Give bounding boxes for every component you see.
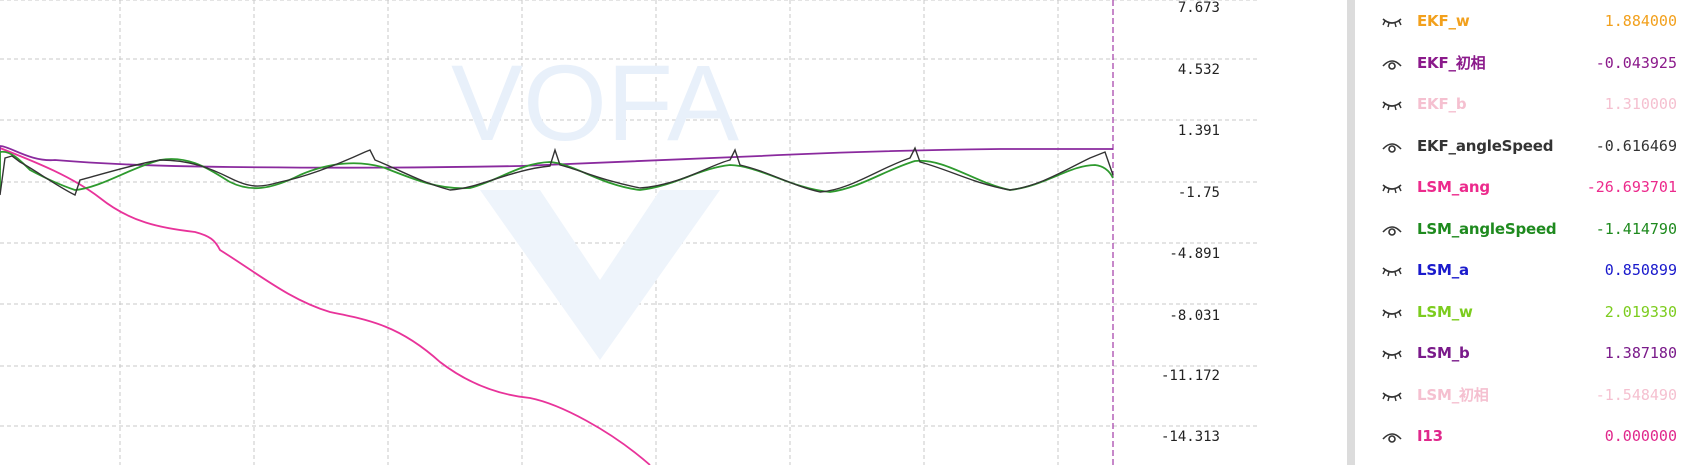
trace-ekf-angle-speed — [0, 146, 1114, 196]
y-tick-label: 7.673 — [1178, 0, 1220, 16]
channel-value: -1.414790 — [1595, 219, 1677, 238]
y-tick-label: -11.172 — [1161, 368, 1220, 384]
trace-i13 — [0, 147, 651, 466]
eye-closed-icon[interactable] — [1381, 95, 1403, 113]
channel-row[interactable]: LSM_w 2.019330 — [1355, 293, 1697, 331]
channel-row[interactable]: EKF_w 1.884000 — [1355, 2, 1697, 40]
channel-row[interactable]: LSM_angleSpeed -1.414790 — [1355, 210, 1697, 248]
y-tick-label: -8.031 — [1169, 308, 1220, 324]
eye-open-icon[interactable] — [1381, 220, 1403, 238]
trace-ekf-initial-phase — [0, 145, 1113, 170]
channel-row[interactable]: EKF_b 1.310000 — [1355, 85, 1697, 123]
watermark-logo — [480, 190, 720, 360]
y-axis-ticks: 7.673 4.532 1.391 -1.75 -4.891 -8.031 -11.172 -… — [1161, 0, 1220, 445]
channel-value: 0.000000 — [1604, 427, 1677, 445]
y-tick-label: -14.313 — [1161, 429, 1220, 445]
channel-name: LSM_a — [1417, 261, 1469, 279]
channel-row[interactable]: I13 0.000000 — [1355, 417, 1697, 455]
channel-name: LSM_ang — [1417, 178, 1490, 196]
channel-name: LSM_w — [1417, 302, 1473, 321]
eye-closed-icon[interactable] — [1381, 386, 1403, 404]
channel-name: LSM_b — [1417, 344, 1470, 362]
channel-row[interactable]: LSM_ang -26.693701 — [1355, 168, 1697, 206]
channel-value: 1.310000 — [1604, 95, 1677, 113]
eye-open-icon[interactable] — [1381, 427, 1403, 445]
channel-name: EKF_b — [1417, 95, 1467, 113]
eye-closed-icon[interactable] — [1381, 178, 1403, 196]
trace-lsm-angle-speed — [0, 150, 1114, 193]
eye-closed-icon[interactable] — [1381, 261, 1403, 279]
channel-row[interactable]: LSM_b 1.387180 — [1355, 334, 1697, 372]
eye-closed-icon[interactable] — [1381, 12, 1403, 30]
channel-row[interactable]: EKF_初相 -0.043925 — [1355, 44, 1697, 82]
y-tick-label: -1.75 — [1178, 185, 1220, 201]
eye-closed-icon[interactable] — [1381, 344, 1403, 362]
y-tick-label: 1.391 — [1178, 123, 1220, 139]
channel-value: -0.616469 — [1595, 136, 1677, 155]
channel-value: 1.884000 — [1604, 12, 1677, 30]
channel-name: LSM_初相 — [1417, 386, 1489, 404]
eye-open-icon[interactable] — [1381, 137, 1403, 155]
y-tick-label: -4.891 — [1169, 246, 1220, 262]
channel-value: -0.043925 — [1595, 53, 1677, 72]
watermark-text: VOFA — [451, 42, 739, 163]
channel-name: EKF_初相 — [1417, 54, 1486, 72]
channel-value: 1.387180 — [1604, 344, 1677, 362]
channel-name: LSM_angleSpeed — [1417, 219, 1557, 238]
channel-list: EKF_w 1.884000 EKF_初相 -0.043925 EKF_b 1.31000… — [1355, 0, 1697, 465]
channel-row[interactable]: EKF_angleSpeed -0.616469 — [1355, 127, 1697, 165]
channel-value: -26.693701 — [1586, 178, 1677, 196]
channel-row[interactable]: LSM_a 0.850899 — [1355, 251, 1697, 289]
eye-closed-icon[interactable] — [1381, 303, 1403, 321]
channel-name: EKF_w — [1417, 12, 1470, 30]
channel-value: -1.548490 — [1595, 385, 1677, 404]
channel-value: 0.850899 — [1604, 261, 1677, 279]
eye-open-icon[interactable] — [1381, 54, 1403, 72]
channel-row[interactable]: LSM_初相 -1.548490 — [1355, 376, 1697, 414]
channel-value: 2.019330 — [1604, 302, 1677, 321]
channel-name: EKF_angleSpeed — [1417, 136, 1554, 155]
panel-splitter[interactable] — [1347, 0, 1355, 465]
waveform-plot[interactable]: VOFA 7.673 4.532 1.391 -1.75 -4.891 -8.031 -11… — [0, 0, 1265, 466]
plot-canvas[interactable]: VOFA 7.673 4.532 1.391 -1.75 -4.891 -8.031 -11… — [0, 0, 1265, 466]
channel-name: I13 — [1417, 427, 1443, 445]
y-tick-label: 4.532 — [1178, 62, 1220, 78]
